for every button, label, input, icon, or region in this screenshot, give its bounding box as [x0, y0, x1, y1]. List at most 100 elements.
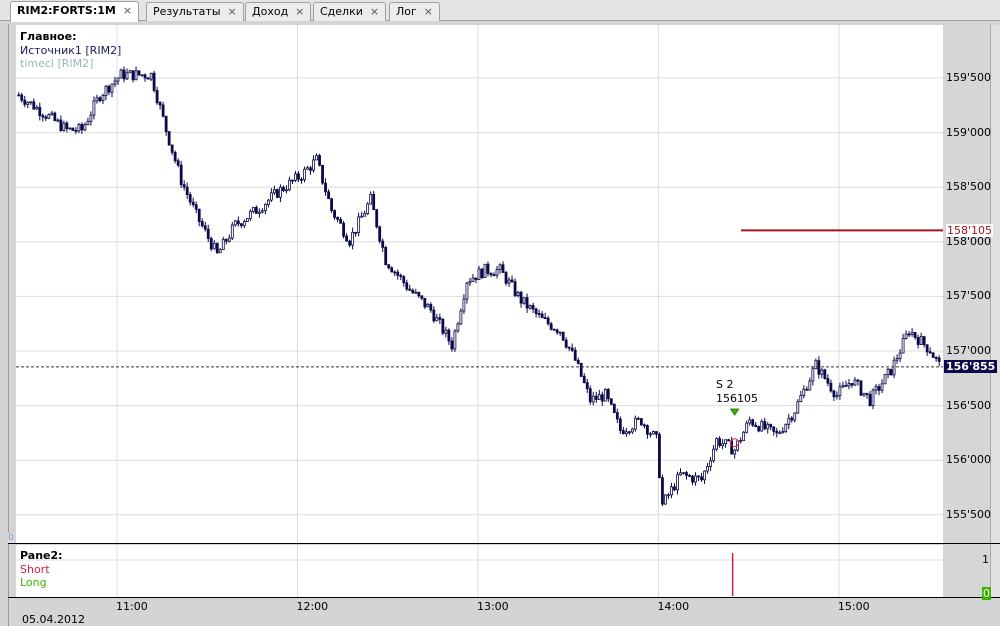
candle-body — [200, 221, 204, 227]
candle-body — [227, 237, 231, 242]
candle-body — [525, 297, 529, 309]
candle-body — [498, 264, 502, 270]
candle-body — [907, 333, 911, 336]
candle-body — [718, 438, 721, 446]
time-tick-label: 15:00 — [837, 600, 870, 613]
tab-log[interactable]: Лог × — [389, 2, 440, 21]
candle-body — [796, 401, 800, 414]
candle-body — [883, 374, 887, 385]
candle-body — [122, 69, 126, 80]
tab-results[interactable]: Результаты × — [146, 2, 244, 21]
close-icon[interactable]: × — [369, 5, 380, 18]
candle-body — [119, 69, 123, 79]
candle-body — [236, 220, 240, 225]
candle-body — [910, 332, 914, 335]
candle-body — [381, 240, 385, 248]
candle-body — [483, 263, 487, 279]
candle-body — [17, 94, 21, 97]
candle-body — [447, 329, 451, 342]
tab-chart[interactable]: RIM2:FORTS:1M × — [10, 1, 140, 22]
candle-body — [895, 358, 899, 361]
candle-body — [408, 288, 412, 291]
candle-body — [71, 127, 75, 131]
candle-body — [276, 189, 279, 198]
tab-trades[interactable]: Сделки × — [313, 2, 387, 21]
candle-body — [775, 430, 779, 434]
candle-body — [805, 388, 809, 391]
candle-body — [901, 338, 905, 354]
legend-long: Long — [20, 576, 47, 589]
candle-body — [345, 235, 349, 242]
candle-body — [140, 74, 144, 77]
tab-income[interactable]: Доход × — [245, 2, 312, 21]
candle-body — [465, 282, 469, 300]
candle-body — [763, 420, 767, 430]
candle-body — [242, 221, 246, 227]
candle-body — [294, 173, 297, 181]
candle-body — [218, 249, 222, 254]
candle-body — [351, 231, 355, 246]
candle-body — [342, 222, 346, 237]
close-icon[interactable]: × — [122, 4, 133, 17]
main-pane[interactable] — [16, 25, 943, 543]
candle-body — [206, 228, 210, 239]
candle-body — [98, 97, 102, 102]
current-price-label: 156'855 — [944, 360, 998, 373]
candle-body — [694, 475, 697, 483]
candle-body — [372, 193, 376, 210]
candle-body — [646, 425, 649, 435]
candle-body — [579, 362, 583, 377]
candle-body — [378, 226, 382, 242]
candle-body — [444, 329, 448, 334]
candle-body — [751, 419, 755, 426]
candle-body — [47, 114, 51, 119]
candle-body — [92, 100, 96, 116]
scrollbar[interactable] — [990, 25, 1000, 597]
candle-body — [384, 247, 388, 266]
close-icon[interactable]: × — [423, 5, 433, 18]
candle-body — [321, 164, 324, 184]
candle-body — [808, 380, 812, 391]
candle-body — [429, 304, 433, 311]
candle-body — [516, 291, 520, 296]
candle-body — [327, 191, 330, 200]
candle-body — [655, 431, 658, 435]
candle-body — [435, 317, 439, 322]
candle-body — [913, 332, 917, 338]
candle-body — [528, 305, 532, 309]
candle-body — [257, 211, 261, 214]
candle-body — [703, 470, 706, 481]
candle-body — [179, 164, 183, 186]
candle-body — [886, 368, 890, 375]
candle-body — [495, 269, 499, 276]
candle-body — [570, 347, 574, 351]
candle-body — [811, 368, 815, 382]
candle-body — [128, 70, 132, 74]
pane2[interactable] — [16, 545, 943, 597]
candle-body — [83, 124, 87, 131]
candle-body — [739, 440, 743, 442]
price-tick-label: 159'500 — [946, 71, 992, 84]
close-icon[interactable]: × — [227, 5, 237, 18]
price-tick-label: 157'500 — [946, 289, 992, 303]
close-icon[interactable]: × — [295, 5, 305, 18]
candle-body — [35, 106, 39, 110]
candle-body — [567, 346, 571, 349]
price-axis[interactable] — [943, 25, 990, 597]
candle-body — [38, 106, 42, 117]
candle-body — [721, 443, 725, 446]
candle-body — [576, 359, 580, 364]
candle-body — [303, 168, 306, 181]
candle-body — [288, 179, 291, 191]
candle-body — [922, 336, 926, 346]
candle-body — [426, 304, 430, 308]
candle-body — [643, 424, 646, 427]
candle-body — [333, 210, 336, 218]
candle-body — [396, 271, 400, 276]
candle-body — [540, 313, 544, 319]
candle-body — [191, 201, 195, 206]
candle-body — [561, 331, 565, 341]
candle-body — [817, 360, 821, 375]
candle-body — [53, 112, 57, 121]
candle-body — [471, 277, 475, 282]
